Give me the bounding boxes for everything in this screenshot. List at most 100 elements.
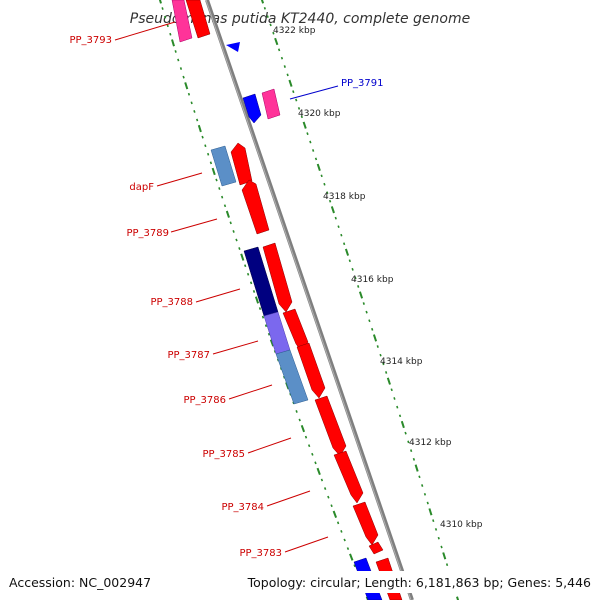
scale-tick (407, 440, 410, 444)
scale-tick (346, 547, 350, 551)
scale-tick (244, 264, 247, 268)
scale-tick (166, 24, 169, 28)
gene-label-pp3783[interactable]: PP_3783 (239, 548, 282, 559)
gene-pp3791-rev[interactable] (242, 93, 262, 124)
scale-tick (437, 536, 440, 540)
scale-tick (269, 339, 275, 347)
gene-label-pp3785[interactable]: PP_3785 (202, 449, 245, 460)
scale-tick (307, 444, 311, 448)
scale-tick (292, 90, 295, 94)
gene-small-blue-arrow[interactable] (226, 42, 240, 52)
scale-tick (423, 492, 427, 496)
scale-tick (264, 324, 268, 328)
scale-tick (190, 101, 193, 105)
scale-tick (445, 563, 449, 567)
scale-tick (362, 302, 365, 305)
gene-label-dapF[interactable]: dapF (129, 182, 154, 193)
scale-tick (400, 420, 405, 429)
scale-tick (240, 253, 245, 261)
scale-tick (193, 110, 196, 113)
scale-tick (316, 163, 321, 172)
gene-label-pp3791[interactable]: PP_3791 (341, 78, 384, 89)
gene-pp3793-a[interactable] (171, 0, 193, 43)
gene-label-pp3786[interactable]: PP_3786 (183, 395, 226, 406)
scale-tick (263, 6, 266, 10)
gene-dapF-red[interactable] (230, 142, 253, 186)
gene-pp3788-fwd[interactable] (262, 242, 293, 313)
gene-label-pp3793[interactable]: PP_3793 (69, 35, 112, 46)
gene-dapF-blue[interactable] (210, 145, 237, 187)
scale-tick (269, 23, 272, 27)
gene-pp3786-fwd[interactable] (296, 342, 326, 399)
gene-pp3785-fwd[interactable] (314, 395, 347, 457)
gene-label-pp3788[interactable]: PP_3788 (150, 297, 193, 308)
scale-tick (386, 377, 391, 385)
scale-tick (414, 464, 419, 472)
scale-tick (412, 457, 416, 461)
scale-tick (304, 435, 308, 439)
scale-tick (196, 118, 199, 122)
scale-tick (225, 210, 230, 218)
scale-tick (396, 405, 399, 409)
scale-tick (207, 152, 210, 156)
scale-tick (272, 31, 275, 35)
gene-small-fwd[interactable] (368, 541, 384, 555)
scale-tick (312, 149, 315, 152)
scale-tick (330, 206, 335, 214)
scale-tick (235, 238, 238, 242)
scale-tick (385, 371, 388, 374)
genome-backbone (205, 0, 414, 600)
scale-tick (343, 242, 346, 246)
scale-tick (300, 115, 303, 119)
scale-tick (340, 233, 343, 237)
leader-lines (114, 21, 339, 553)
scale-tick (298, 418, 301, 422)
scale-tick (376, 345, 379, 348)
scale-tick (288, 79, 293, 87)
scale-tick (357, 285, 360, 288)
scale-tick (309, 140, 312, 144)
scale-tick (390, 388, 393, 392)
scale-tick (286, 73, 289, 77)
scale-tick (368, 319, 371, 323)
genome-summary-text: Topology: circular; Length: 6,181,863 bp… (247, 575, 591, 590)
scale-tick (372, 334, 378, 342)
scale-tick (177, 58, 180, 62)
gene-label-pp3787[interactable]: PP_3787 (167, 350, 210, 361)
scale-tick (328, 199, 332, 203)
scale-tick (204, 144, 207, 148)
scale-tick (337, 225, 340, 229)
scale-tick (223, 204, 227, 208)
scale-tick (382, 362, 385, 366)
scale-tick (297, 107, 301, 110)
scale-tick (353, 564, 356, 568)
gene-pp3789[interactable] (241, 179, 270, 235)
scale-tick (232, 230, 235, 233)
scale-tick (349, 553, 354, 561)
scale-tick (442, 552, 447, 560)
scale-tick (348, 259, 351, 263)
scale-tick (456, 596, 460, 600)
gene-label-pp3784[interactable]: PP_3784 (221, 502, 264, 513)
scale-tick (306, 132, 309, 136)
scale-label-4310: 4310 kbp (440, 520, 483, 530)
gene-pp3793-b[interactable] (185, 0, 211, 39)
scale-tick (434, 528, 438, 531)
scale-tick (201, 135, 204, 139)
scale-tick (266, 15, 269, 18)
scale-label-4314: 4314 kbp (380, 357, 423, 367)
scale-tick (215, 178, 218, 182)
scale-tick (314, 461, 317, 465)
gene-pp3784-fwd[interactable] (333, 450, 364, 504)
gene-label-pp3789[interactable]: PP_3789 (126, 228, 169, 239)
scale-tick (161, 7, 164, 10)
scale-tick (440, 545, 443, 549)
scale-tick (354, 276, 357, 280)
gene-pp3783-fwd[interactable] (352, 501, 379, 546)
scale-tick (218, 187, 221, 190)
gene-pp3791-fwd[interactable] (261, 88, 281, 120)
gene-pp3786-rev[interactable] (275, 349, 309, 405)
scale-tick (254, 296, 260, 304)
scale-tick (418, 475, 421, 479)
